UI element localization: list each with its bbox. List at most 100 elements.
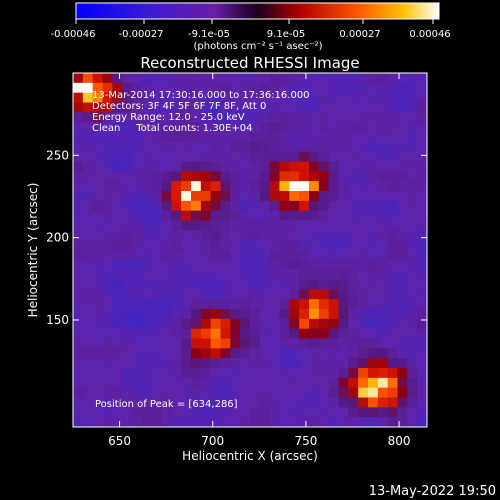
heatmap-cell xyxy=(407,289,418,300)
heatmap-cell xyxy=(358,387,369,399)
heatmap-cell xyxy=(181,299,192,310)
heatmap-cell xyxy=(240,397,251,408)
heatmap-cell xyxy=(191,318,202,330)
heatmap-cell xyxy=(250,102,261,113)
heatmap-cell xyxy=(348,181,359,192)
heatmap-cell xyxy=(279,122,290,133)
heatmap-cell xyxy=(358,141,369,153)
heatmap-cell xyxy=(191,299,202,310)
heatmap-cell xyxy=(417,338,427,349)
heatmap-cell xyxy=(377,151,389,163)
heatmap-cell xyxy=(377,397,389,408)
heatmap-cell xyxy=(220,358,231,369)
heatmap-cell xyxy=(387,328,399,340)
heatmap-cell xyxy=(240,122,251,133)
heatmap-cell xyxy=(279,151,290,163)
heatmap-cell xyxy=(279,161,290,172)
heatmap-cell xyxy=(200,220,212,231)
heatmap-cell xyxy=(328,82,340,94)
heatmap-cell xyxy=(397,289,408,300)
heatmap-cell xyxy=(250,250,261,261)
heatmap-cell xyxy=(269,397,281,408)
heatmap-cell xyxy=(250,73,261,84)
heatmap-cell xyxy=(279,210,290,222)
heatmap-cell xyxy=(377,348,389,359)
heatmap-cell xyxy=(417,112,427,123)
heatmap-cell xyxy=(269,92,281,104)
heatmap-cell xyxy=(348,279,359,290)
heatmap-cell xyxy=(181,161,192,172)
heatmap-cell xyxy=(387,191,399,202)
heatmap-cell xyxy=(299,92,310,104)
heatmap-cell xyxy=(318,417,330,427)
heatmap-cell xyxy=(358,102,369,113)
heatmap-cell xyxy=(132,102,143,113)
heatmap-cell xyxy=(161,299,172,310)
heatmap-cell xyxy=(328,210,340,222)
heatmap-cell xyxy=(309,309,320,320)
heatmap-cell xyxy=(368,102,379,113)
heatmap-cell xyxy=(309,240,320,251)
heatmap-cell xyxy=(220,348,231,359)
heatmap-cell xyxy=(141,397,153,408)
heatmap-cell xyxy=(417,259,427,271)
heatmap-cell xyxy=(151,112,163,123)
heatmap-cell xyxy=(230,387,241,399)
heatmap-cell xyxy=(407,387,418,399)
heatmap-cell xyxy=(141,289,153,300)
heatmap-cell xyxy=(318,299,330,310)
heatmap-cell xyxy=(279,397,290,408)
heatmap-cell xyxy=(279,73,290,84)
heatmap-cell xyxy=(161,200,172,212)
heatmap-cell xyxy=(112,269,123,281)
heatmap-cell xyxy=(181,73,192,84)
heatmap-cell xyxy=(73,230,84,241)
heatmap-cell xyxy=(112,171,123,182)
heatmap-cell xyxy=(407,407,418,418)
heatmap-cell xyxy=(279,92,290,104)
heatmap-cell xyxy=(171,122,182,133)
heatmap-cell xyxy=(377,112,389,123)
heatmap-cell xyxy=(328,200,340,212)
heatmap-cell xyxy=(171,141,182,153)
heatmap-cell xyxy=(407,230,418,241)
heatmap-cell xyxy=(397,318,408,330)
heatmap-cell xyxy=(338,407,349,418)
heatmap-cell xyxy=(92,318,104,330)
heatmap-cell xyxy=(318,132,330,143)
heatmap-cell xyxy=(250,220,261,231)
heatmap-cell xyxy=(122,338,133,349)
heatmap-cell xyxy=(387,210,399,222)
heatmap-cell xyxy=(161,289,172,300)
heatmap-cell xyxy=(151,328,163,340)
heatmap-cell xyxy=(348,141,359,153)
heatmap-cell xyxy=(191,230,202,241)
heatmap-cell xyxy=(250,240,261,251)
heatmap-cell xyxy=(289,200,300,212)
heatmap-cell xyxy=(112,338,123,349)
heatmap-cell xyxy=(338,112,349,123)
heatmap-cell xyxy=(181,181,192,192)
heatmap-cell xyxy=(92,328,104,340)
heatmap-cell xyxy=(112,112,123,123)
heatmap-cell xyxy=(132,92,143,104)
heatmap-cell xyxy=(181,151,192,163)
heatmap-cell xyxy=(240,191,251,202)
heatmap-cell xyxy=(259,387,271,399)
heatmap-cell xyxy=(250,407,261,418)
heatmap-cell xyxy=(181,289,192,300)
y-axis-label: Heliocentric Y (arcsec) xyxy=(26,183,40,318)
heatmap-cell xyxy=(309,250,320,261)
heatmap-cell xyxy=(289,279,300,290)
heatmap-cell xyxy=(338,181,349,192)
heatmap-cell xyxy=(377,269,389,281)
heatmap-cell xyxy=(328,161,340,172)
heatmap-cell xyxy=(112,92,123,104)
heatmap-cell xyxy=(181,279,192,290)
heatmap-cell xyxy=(348,92,359,104)
heatmap-cell xyxy=(220,181,231,192)
heatmap-cell xyxy=(141,338,153,349)
heatmap-cell xyxy=(318,377,330,389)
heatmap-cell xyxy=(141,181,153,192)
heatmap-cell xyxy=(397,387,408,399)
